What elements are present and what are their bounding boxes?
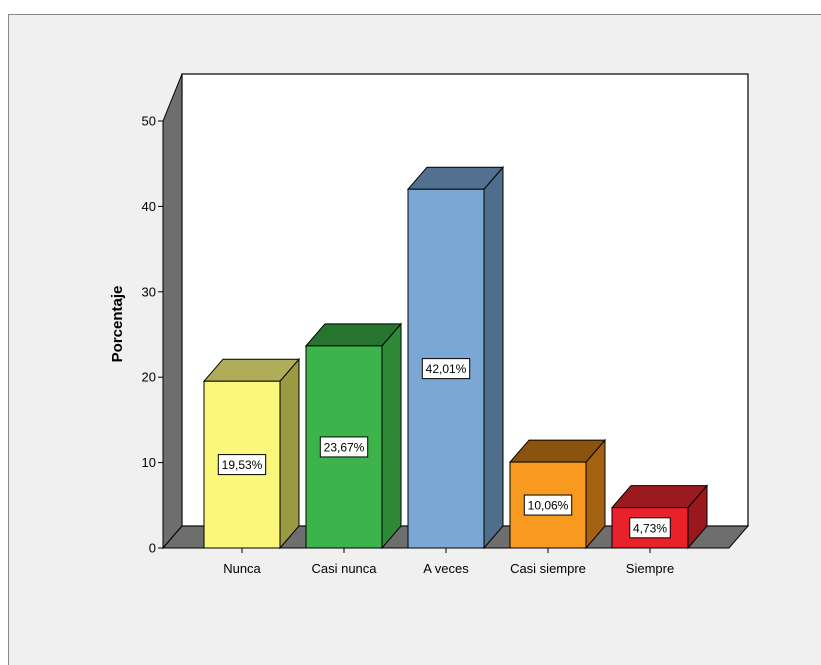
- y-tick-label: 40: [142, 199, 156, 214]
- y-tick-label: 0: [149, 541, 156, 556]
- y-axis-label: Porcentaje: [109, 286, 126, 363]
- data-label: 42,01%: [426, 362, 467, 376]
- data-label-box: [319, 436, 369, 458]
- bar-a-veces: 42,01%: [406, 165, 505, 550]
- bar-nunca: 19,53%: [202, 357, 301, 550]
- bar-siempre: 4,73%: [610, 484, 709, 550]
- data-label-box: [523, 494, 573, 516]
- data-label: 4,73%: [633, 521, 667, 535]
- x-tick-label: Nunca: [223, 561, 261, 576]
- y-tick-label: 20: [142, 370, 156, 385]
- left-wall: [162, 73, 183, 550]
- data-label-box: [629, 517, 671, 539]
- data-label: 19,53%: [222, 458, 263, 472]
- y-axis: 0 10 20 30 40 50: [142, 114, 164, 556]
- data-label-box: [217, 454, 267, 476]
- x-axis: Nunca Casi nunca A veces Casi siempre Siempr…: [223, 548, 674, 576]
- y-tick-label: 50: [142, 114, 156, 129]
- bar-side: [483, 165, 504, 550]
- bar-casi-nunca: 23,67%: [304, 322, 403, 550]
- bars: 19,53% 23,67% 42,01% 10,06% 4,73%: [202, 165, 709, 550]
- data-label: 23,67%: [324, 440, 365, 454]
- x-tick-label: Siempre: [626, 561, 674, 576]
- x-tick-label: Casi siempre: [510, 561, 586, 576]
- y-tick-label: 10: [142, 455, 156, 470]
- y-tick-label: 30: [142, 284, 156, 299]
- bar-side: [279, 357, 300, 550]
- data-label-box: [421, 358, 471, 380]
- data-label: 10,06%: [528, 499, 569, 513]
- x-tick-label: Casi nunca: [311, 561, 377, 576]
- bar-casi-siempre: 10,06%: [508, 438, 607, 550]
- x-tick-label: A veces: [423, 561, 469, 576]
- bar-side: [381, 322, 402, 550]
